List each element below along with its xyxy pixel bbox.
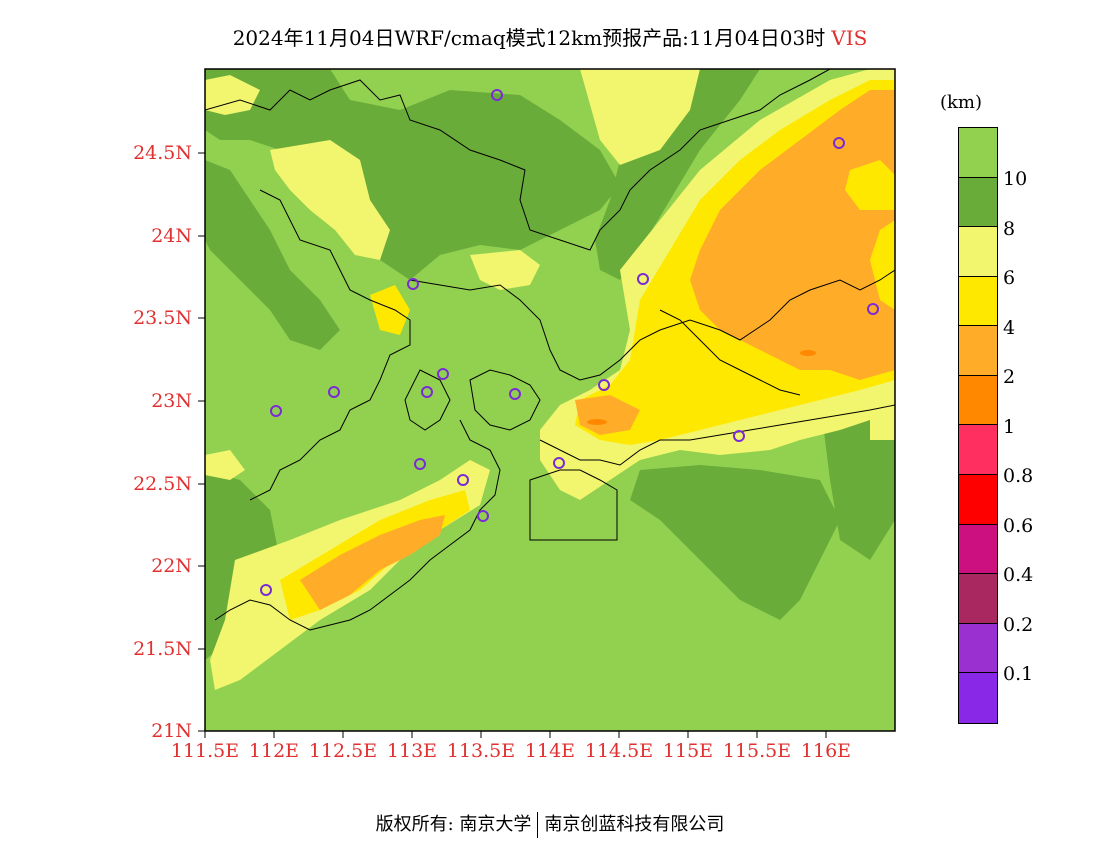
lon-label-111-5: 111.5E [170,740,240,762]
legend-swatch-2 [959,326,997,376]
lat-label-24: 24N [151,225,192,247]
footer-left: 版权所有: 南京大学 [375,814,532,835]
copyright-footer: 版权所有: 南京大学 南京创蓝科技有限公司 [0,810,1100,838]
station-markers [260,89,879,596]
lat-label-21-5: 21.5N [133,638,192,660]
legend-swatch-0-4 [959,524,997,575]
legend-swatch-0-2 [959,574,997,624]
legend-swatch-4 [959,276,997,327]
legend-label-0-1: 0.1 [1003,663,1034,685]
axis-ticks [198,152,827,738]
vis-field-8km [205,69,895,660]
vis-field-2km [300,90,895,610]
lat-label-24-5: 24.5N [133,142,192,164]
legend-label-2: 2 [1003,366,1016,388]
lat-label-23: 23N [151,390,192,412]
legend-swatch-1 [959,375,997,426]
lon-label-115-5: 115.5E [722,740,792,762]
legend-swatch-8 [959,177,997,228]
lat-label-21: 21N [151,720,192,742]
legend-label-6: 6 [1003,267,1016,289]
vis-field-1km [587,350,816,425]
legend-unit: (km) [940,92,983,113]
legend-label-0-4: 0.4 [1003,564,1034,586]
lat-label-22-5: 22.5N [133,473,192,495]
lon-label-114: 114E [524,740,576,762]
lon-label-112-5: 112.5E [308,740,378,762]
title-variable: VIS [831,26,868,50]
legend-swatch-10plus [959,128,997,178]
legend-label-4: 4 [1003,317,1016,339]
lon-label-112: 112E [248,740,300,762]
legend-swatch-0-1 [959,623,997,674]
lat-label-23-5: 23.5N [133,307,192,329]
lon-label-113-5: 113.5E [446,740,516,762]
footer-separator [537,812,539,838]
boundary-lines [205,69,895,631]
lon-label-115: 115E [662,740,714,762]
footer-right: 南京创蓝科技有限公司 [544,814,725,835]
legend-label-8: 8 [1003,218,1016,240]
legend-swatch-min [959,673,997,723]
lat-label-22: 22N [151,555,192,577]
lon-label-116: 116E [800,740,852,762]
lon-label-113: 113E [386,740,438,762]
legend-label-10: 10 [1003,168,1028,190]
legend-label-0-6: 0.6 [1003,515,1034,537]
legend-label-0-8: 0.8 [1003,465,1034,487]
map-title: 2024年11月04日WRF/cmaq模式12km预报产品:11月04日03时 V… [0,22,1100,51]
legend-swatch-6 [959,227,997,277]
legend-label-0-2: 0.2 [1003,614,1034,636]
color-legend [958,127,998,724]
legend-swatch-0-8 [959,425,997,476]
legend-label-1: 1 [1003,416,1016,438]
lon-label-114-5: 114.5E [584,740,654,762]
legend-swatch-0-6 [959,475,997,525]
title-main: 2024年11月04日WRF/cmaq模式12km预报产品:11月04日03时 [232,26,826,50]
